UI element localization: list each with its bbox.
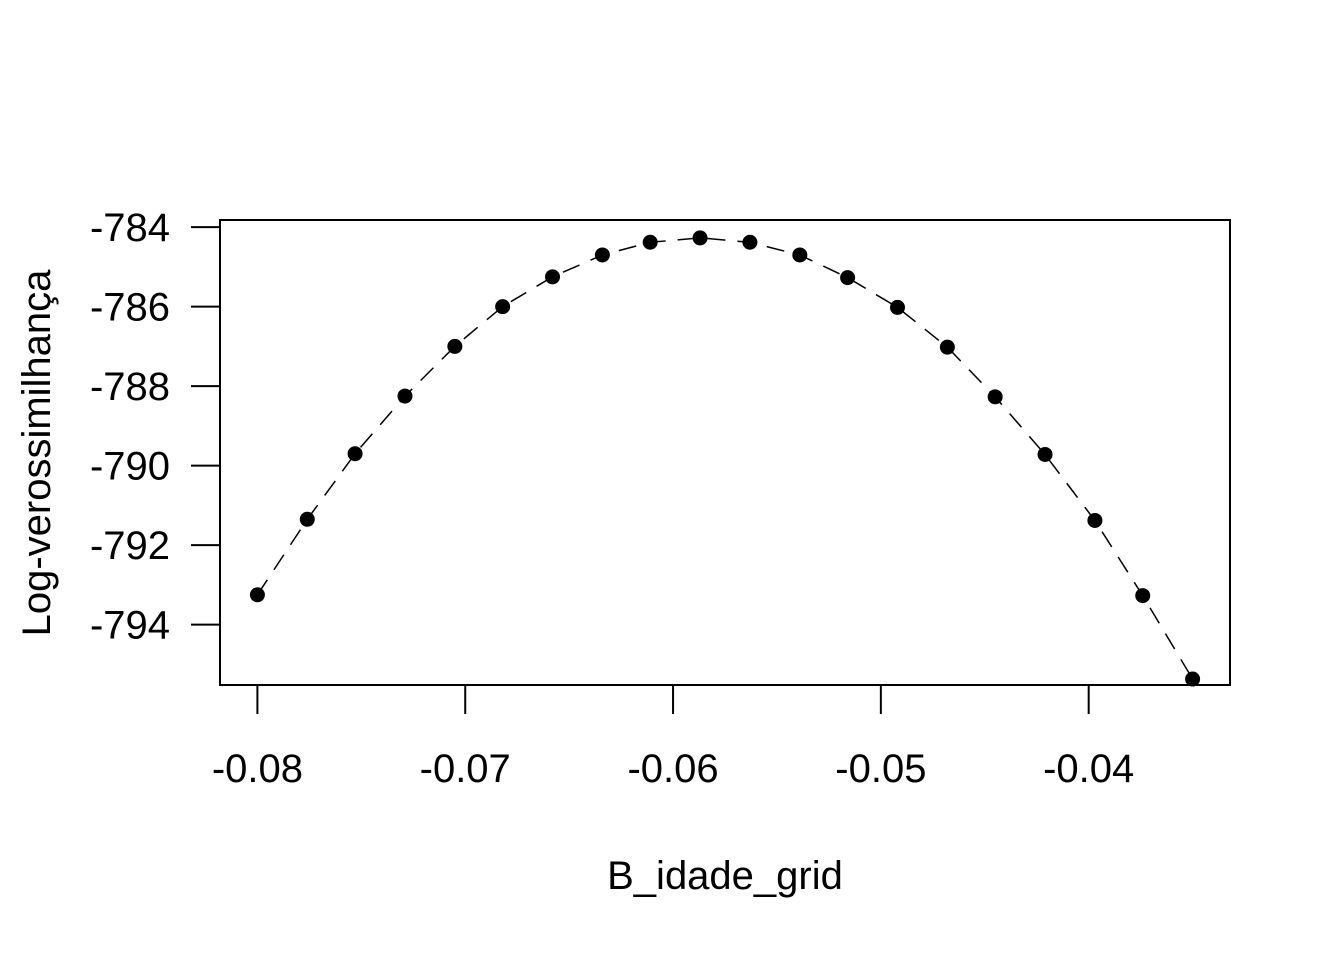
y-axis: -784 -786 -788 -790 -792 -794 <box>90 206 220 648</box>
data-point <box>1087 512 1103 528</box>
series-layer <box>249 230 1201 687</box>
series-line <box>256 237 1194 680</box>
data-point <box>1037 446 1053 462</box>
data-point <box>1135 588 1151 604</box>
x-tick-label: -0.04 <box>1043 747 1134 791</box>
x-tick-label: -0.06 <box>627 747 718 791</box>
data-point <box>692 230 708 246</box>
data-point <box>347 446 363 462</box>
data-point <box>792 247 808 263</box>
y-tick-label: -786 <box>90 286 170 330</box>
y-tick-label: -794 <box>90 604 170 648</box>
y-axis-title: Log-verossimilhança <box>15 269 59 637</box>
data-point <box>249 587 265 603</box>
x-tick-label: -0.08 <box>212 747 303 791</box>
data-point <box>987 389 1003 405</box>
plot-area-frame <box>219 219 1231 686</box>
data-point <box>495 299 511 315</box>
data-point <box>545 269 561 285</box>
data-point <box>594 247 610 263</box>
data-point <box>299 511 315 527</box>
x-tick-label: -0.05 <box>835 747 926 791</box>
x-axis-title: B_idade_grid <box>607 854 843 898</box>
x-axis: -0.08 -0.07 -0.06 -0.05 -0.04 <box>212 685 1134 791</box>
data-point <box>397 388 413 404</box>
data-point <box>1185 671 1201 687</box>
data-point <box>889 299 905 315</box>
y-tick-label: -788 <box>90 365 170 409</box>
data-point <box>742 234 758 250</box>
y-tick-label: -784 <box>90 206 170 250</box>
x-tick-label: -0.07 <box>420 747 511 791</box>
data-point <box>840 270 856 286</box>
y-tick-label: -790 <box>90 445 170 489</box>
y-tick-label: -792 <box>90 524 170 568</box>
data-point <box>939 339 955 355</box>
data-point <box>642 234 658 250</box>
data-point <box>447 338 463 354</box>
